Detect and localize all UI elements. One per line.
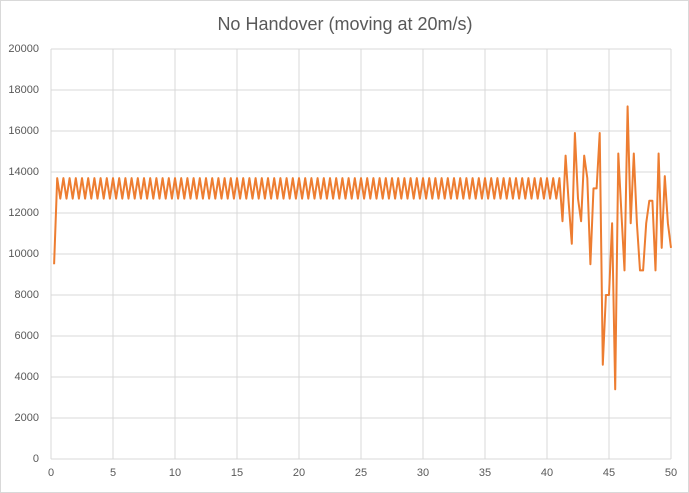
x-tick-label: 25 [355,467,367,479]
x-tick-label: 50 [665,467,677,479]
x-tick-label: 45 [603,467,615,479]
y-tick-label: 12000 [8,207,39,219]
x-tick-label: 15 [231,467,243,479]
x-tick-label: 35 [479,467,491,479]
y-tick-label: 4000 [15,371,39,383]
y-tick-label: 10000 [8,248,39,260]
x-tick-label: 10 [169,467,181,479]
y-tick-label: 2000 [15,412,39,424]
y-tick-label: 18000 [8,84,39,96]
x-tick-label: 5 [110,467,116,479]
x-tick-label: 40 [541,467,553,479]
y-tick-label: 16000 [8,125,39,137]
y-tick-label: 20000 [8,43,39,55]
y-tick-label: 0 [33,453,39,465]
y-tick-label: 14000 [8,166,39,178]
y-tick-label: 6000 [15,330,39,342]
x-tick-label: 30 [417,467,429,479]
data-line [53,105,672,391]
x-tick-label: 0 [48,467,54,479]
y-tick-label: 8000 [15,289,39,301]
x-tick-label: 20 [293,467,305,479]
chart-title: No Handover (moving at 20m/s) [217,14,472,34]
